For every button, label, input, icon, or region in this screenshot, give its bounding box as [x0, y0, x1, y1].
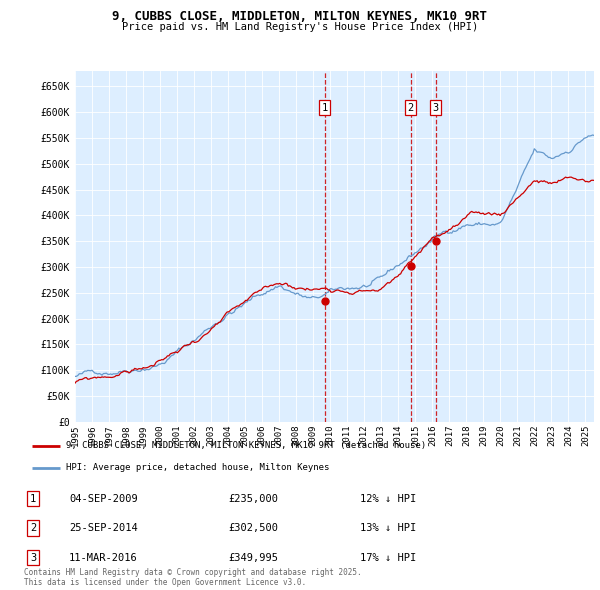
Text: 1: 1	[322, 103, 328, 113]
Text: 13% ↓ HPI: 13% ↓ HPI	[360, 523, 416, 533]
Text: Contains HM Land Registry data © Crown copyright and database right 2025.
This d: Contains HM Land Registry data © Crown c…	[24, 568, 362, 587]
Text: 1: 1	[30, 494, 36, 503]
Text: 11-MAR-2016: 11-MAR-2016	[69, 553, 138, 562]
Text: 9, CUBBS CLOSE, MIDDLETON, MILTON KEYNES, MK10 9RT: 9, CUBBS CLOSE, MIDDLETON, MILTON KEYNES…	[113, 10, 487, 23]
Text: £302,500: £302,500	[228, 523, 278, 533]
Text: 3: 3	[30, 553, 36, 562]
Text: 9, CUBBS CLOSE, MIDDLETON, MILTON KEYNES, MK10 9RT (detached house): 9, CUBBS CLOSE, MIDDLETON, MILTON KEYNES…	[66, 441, 426, 450]
Text: 3: 3	[433, 103, 439, 113]
Text: 25-SEP-2014: 25-SEP-2014	[69, 523, 138, 533]
Text: 2: 2	[407, 103, 414, 113]
Text: Price paid vs. HM Land Registry's House Price Index (HPI): Price paid vs. HM Land Registry's House …	[122, 22, 478, 32]
Text: 12% ↓ HPI: 12% ↓ HPI	[360, 494, 416, 503]
Text: 04-SEP-2009: 04-SEP-2009	[69, 494, 138, 503]
Text: HPI: Average price, detached house, Milton Keynes: HPI: Average price, detached house, Milt…	[66, 463, 329, 472]
Text: £349,995: £349,995	[228, 553, 278, 562]
Text: 17% ↓ HPI: 17% ↓ HPI	[360, 553, 416, 562]
Text: £235,000: £235,000	[228, 494, 278, 503]
Text: 2: 2	[30, 523, 36, 533]
